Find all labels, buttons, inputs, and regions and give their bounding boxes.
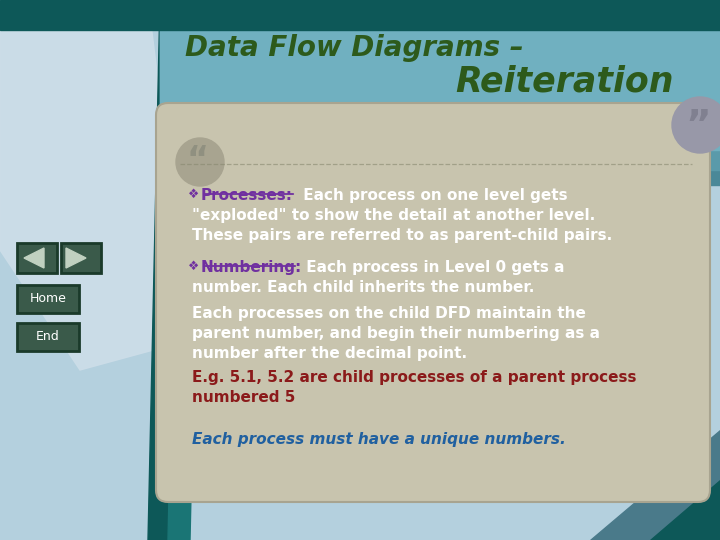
Text: parent number, and begin their numbering as a: parent number, and begin their numbering…: [192, 326, 600, 341]
Text: "exploded" to show the detail at another level.: "exploded" to show the detail at another…: [192, 208, 595, 223]
FancyBboxPatch shape: [17, 243, 57, 273]
FancyBboxPatch shape: [17, 323, 79, 351]
Text: End: End: [36, 330, 60, 343]
Text: Each processes on the child DFD maintain the: Each processes on the child DFD maintain…: [192, 306, 586, 321]
Circle shape: [176, 138, 224, 186]
Text: E.g. 5.1, 5.2 are child processes of a parent process: E.g. 5.1, 5.2 are child processes of a p…: [192, 370, 636, 385]
Text: Home: Home: [30, 293, 66, 306]
Text: ”: ”: [685, 108, 711, 146]
Circle shape: [672, 97, 720, 153]
Text: ❖: ❖: [188, 260, 199, 273]
Polygon shape: [590, 430, 720, 540]
FancyBboxPatch shape: [156, 103, 710, 502]
Text: ❖: ❖: [188, 188, 199, 201]
FancyBboxPatch shape: [164, 104, 702, 216]
Bar: [0, 0, 720, 30]
Text: numbered 5: numbered 5: [192, 390, 295, 405]
Polygon shape: [0, 0, 190, 370]
Polygon shape: [148, 0, 180, 540]
Bar: [160, 0, 720, 150]
Polygon shape: [650, 480, 720, 540]
Text: number. Each child inherits the number.: number. Each child inherits the number.: [192, 280, 534, 295]
Polygon shape: [24, 248, 44, 268]
FancyBboxPatch shape: [17, 285, 79, 313]
Text: Each process on one level gets: Each process on one level gets: [298, 188, 567, 203]
Text: Each process in Level 0 gets a: Each process in Level 0 gets a: [301, 260, 564, 275]
Text: Reiteration: Reiteration: [456, 65, 674, 99]
Text: Data Flow Diagrams –: Data Flow Diagrams –: [185, 34, 523, 62]
Bar: [160, 0, 720, 170]
Text: number after the decimal point.: number after the decimal point.: [192, 346, 467, 361]
Text: “: “: [187, 145, 209, 178]
FancyBboxPatch shape: [61, 243, 101, 273]
Polygon shape: [168, 0, 202, 540]
Text: Each process must have a unique numbers.: Each process must have a unique numbers.: [192, 432, 566, 447]
Text: Processes:: Processes:: [201, 188, 293, 203]
Bar: [160, 0, 720, 185]
Text: These pairs are referred to as parent-child pairs.: These pairs are referred to as parent-ch…: [192, 228, 612, 243]
Text: Numbering:: Numbering:: [201, 260, 302, 275]
Polygon shape: [66, 248, 86, 268]
